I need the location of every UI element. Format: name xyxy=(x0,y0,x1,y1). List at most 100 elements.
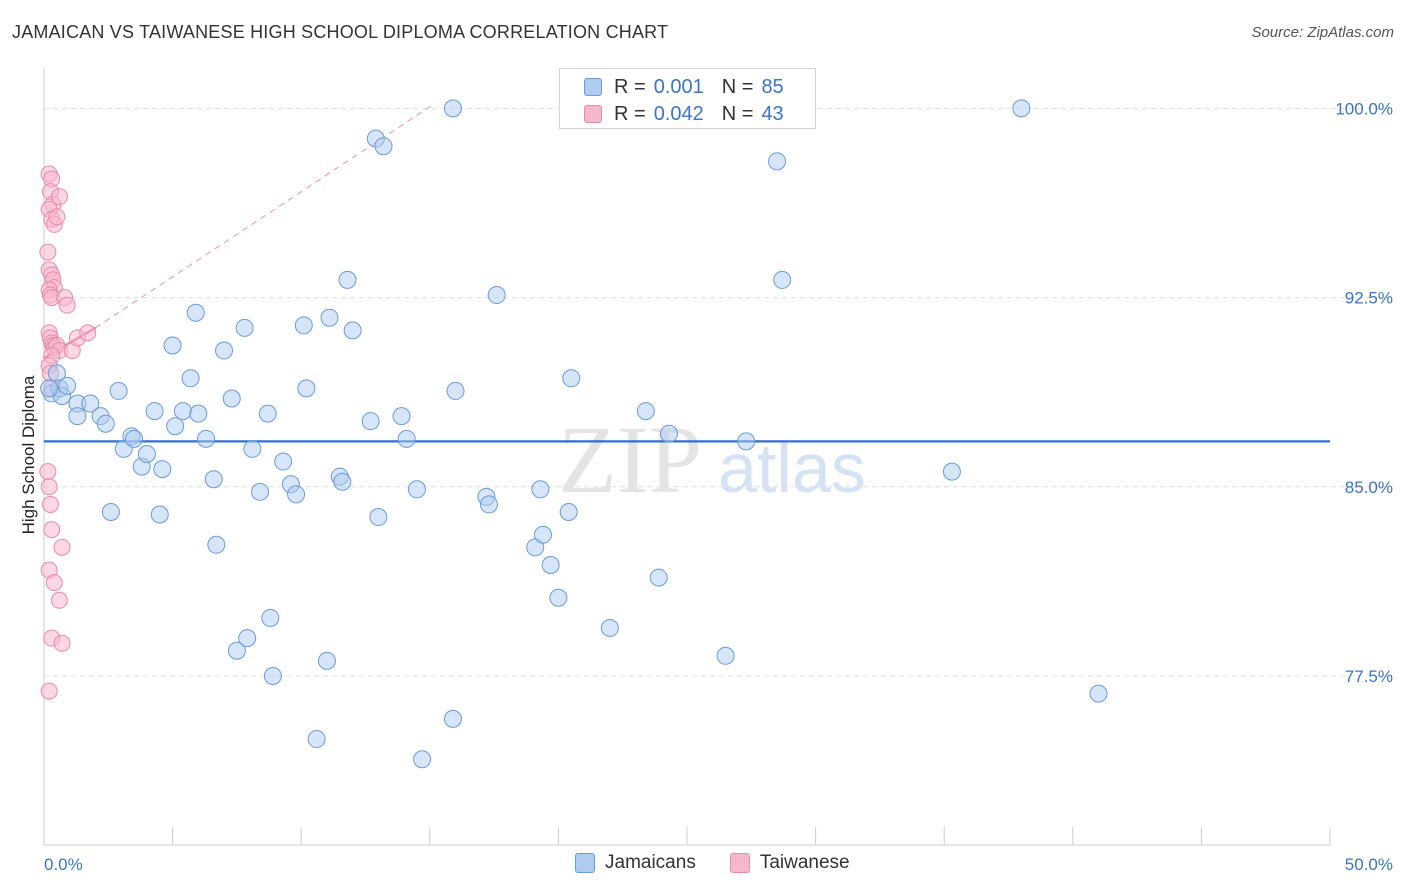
jamaican-point xyxy=(1012,99,1031,118)
jamaican-point xyxy=(307,730,326,749)
jamaican-point xyxy=(186,303,205,322)
taiwanese-point xyxy=(79,324,97,342)
y-axis-label: High School Diploma xyxy=(19,375,38,534)
legend-r-label: R = xyxy=(614,102,646,125)
taiwanese-point xyxy=(45,574,63,592)
legend-r-value: 0.001 xyxy=(653,75,704,98)
jamaican-point xyxy=(181,369,200,388)
jamaican-point xyxy=(317,651,336,670)
jamaican-point xyxy=(238,629,257,648)
jamaican-point xyxy=(58,376,77,395)
jamaican-point xyxy=(338,270,357,289)
jamaican-point xyxy=(559,503,578,521)
taiwanese-point xyxy=(58,296,76,314)
jamaican-point xyxy=(258,404,277,423)
jamaican-point xyxy=(407,480,426,499)
jamaican-point xyxy=(204,470,223,489)
taiwanese-point xyxy=(39,463,57,481)
grid-lines xyxy=(44,107,1394,677)
legend-n-label: N = xyxy=(721,102,754,125)
taiwanese-point xyxy=(43,521,61,539)
jamaican-point xyxy=(101,503,120,521)
jamaican-point xyxy=(294,316,313,335)
series-label-jamaicans: Jamaicans xyxy=(605,852,696,873)
legend-n-label: N = xyxy=(721,75,754,98)
jamaican-point xyxy=(274,452,293,471)
jamaican-point xyxy=(235,318,254,337)
jamaican-point xyxy=(40,379,59,398)
jamaican-point xyxy=(374,137,393,156)
jamaican-point xyxy=(600,619,619,638)
jamaican-point xyxy=(166,417,185,436)
jamaican-point xyxy=(1089,684,1108,703)
taiwanese-point xyxy=(41,495,59,513)
taiwanese-point xyxy=(53,538,71,556)
jamaican-point xyxy=(541,555,560,574)
jamaican-point xyxy=(737,432,756,451)
legend-swatch-pink xyxy=(584,105,602,123)
jamaican-point xyxy=(263,666,282,685)
jamaican-point xyxy=(397,429,416,448)
jamaican-point xyxy=(137,444,156,463)
jamaican-point xyxy=(716,646,735,665)
taiwanese-trend-extension xyxy=(95,102,436,329)
jamaican-point xyxy=(207,535,226,554)
chart-source: Source: ZipAtlas.com xyxy=(1251,24,1394,41)
jamaican-point xyxy=(942,462,961,481)
series-swatch-blue xyxy=(575,853,595,873)
taiwanese-point xyxy=(40,478,58,496)
jamaican-point xyxy=(443,99,462,118)
jamaican-point xyxy=(297,379,316,398)
jamaican-point xyxy=(649,568,668,587)
series-legend-taiwanese: Taiwanese xyxy=(729,852,850,874)
jamaican-point xyxy=(392,407,411,426)
jamaican-point xyxy=(562,369,581,388)
watermark: ZIP atlas xyxy=(558,406,866,513)
taiwanese-point xyxy=(50,591,68,609)
legend-r-value: 0.042 xyxy=(653,102,704,125)
jamaican-point xyxy=(320,308,339,327)
jamaican-point xyxy=(287,485,306,504)
y-tick-label: 77.5% xyxy=(1345,667,1393,686)
taiwanese-point xyxy=(50,188,68,206)
axes xyxy=(43,68,1331,846)
jamaican-point xyxy=(145,402,164,421)
jamaican-point xyxy=(773,270,792,289)
watermark-zip: ZIP xyxy=(558,406,702,513)
jamaican-point xyxy=(446,381,465,400)
series-label-taiwanese: Taiwanese xyxy=(759,852,850,873)
jamaican-point xyxy=(343,321,362,340)
series-legend-jamaicans: Jamaicans xyxy=(575,852,696,874)
legend-r-label: R = xyxy=(614,75,646,98)
jamaican-point xyxy=(531,480,550,499)
jamaican-point xyxy=(659,424,678,443)
jamaican-point xyxy=(222,389,241,408)
jamaican-point xyxy=(443,709,462,728)
trend-lines xyxy=(43,102,1330,443)
jamaican-point xyxy=(197,429,216,448)
jamaican-point xyxy=(125,429,144,448)
stats-legend: R = 0.001 N = 85 R = 0.042 N = 43 xyxy=(559,68,816,129)
jamaican-point xyxy=(261,608,280,627)
x-tick-label: 50.0% xyxy=(1345,855,1393,874)
series-swatch-pink xyxy=(729,853,750,873)
jamaican-point xyxy=(163,336,182,355)
legend-n-value: 43 xyxy=(761,102,784,125)
jamaican-point xyxy=(153,460,172,479)
jamaican-point xyxy=(81,394,100,413)
jamaican-point xyxy=(361,412,380,431)
jamaican-point xyxy=(96,414,115,433)
jamaican-point xyxy=(173,402,192,421)
chart-title: JAMAICAN VS TAIWANESE HIGH SCHOOL DIPLOM… xyxy=(12,22,669,42)
tick-labels: 100.0% 92.5% 85.0% 77.5% 0.0% 50.0% xyxy=(44,99,1393,874)
legend-row-taiwanese: R = 0.042 N = 43 xyxy=(584,102,784,126)
jamaican-point xyxy=(487,286,506,305)
jamaican-point xyxy=(369,508,388,527)
jamaican-point xyxy=(636,402,655,421)
taiwanese-point xyxy=(39,243,57,261)
jamaican-point xyxy=(479,495,498,514)
taiwanese-point xyxy=(53,634,71,652)
jamaican-point xyxy=(150,505,169,524)
y-tick-label: 85.0% xyxy=(1345,478,1393,497)
